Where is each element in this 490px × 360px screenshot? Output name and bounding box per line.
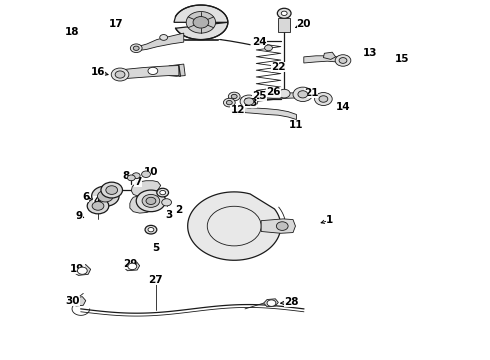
Text: 23: 23 <box>243 98 257 108</box>
Polygon shape <box>169 64 185 76</box>
Circle shape <box>228 92 240 101</box>
Circle shape <box>146 197 156 204</box>
Circle shape <box>244 98 254 105</box>
Text: 22: 22 <box>271 62 286 72</box>
Circle shape <box>267 300 276 306</box>
Text: 14: 14 <box>336 102 350 112</box>
Polygon shape <box>230 109 245 114</box>
Circle shape <box>142 171 150 177</box>
Polygon shape <box>123 261 140 271</box>
Circle shape <box>92 186 119 206</box>
Polygon shape <box>261 219 295 233</box>
Circle shape <box>277 8 291 18</box>
Polygon shape <box>241 107 296 120</box>
Text: 29: 29 <box>122 258 137 269</box>
Polygon shape <box>73 265 91 275</box>
Circle shape <box>148 67 158 75</box>
Text: 5: 5 <box>152 243 159 253</box>
Polygon shape <box>137 33 184 50</box>
Text: 17: 17 <box>109 19 124 30</box>
Text: 13: 13 <box>363 48 377 58</box>
Circle shape <box>240 95 258 108</box>
Text: 28: 28 <box>284 297 299 307</box>
Polygon shape <box>323 52 336 59</box>
Circle shape <box>339 58 347 63</box>
Text: 1: 1 <box>326 215 333 225</box>
Text: 20: 20 <box>296 19 311 30</box>
Text: 10: 10 <box>144 167 158 177</box>
Text: 3: 3 <box>166 210 172 220</box>
Text: 25: 25 <box>252 91 267 102</box>
Circle shape <box>127 175 135 181</box>
Polygon shape <box>264 299 278 307</box>
Circle shape <box>145 225 157 234</box>
Circle shape <box>186 12 216 33</box>
Circle shape <box>115 71 125 78</box>
Circle shape <box>106 186 118 194</box>
Circle shape <box>132 173 140 179</box>
Text: 16: 16 <box>91 67 105 77</box>
Text: 27: 27 <box>148 275 163 285</box>
Circle shape <box>265 45 272 51</box>
Text: 7: 7 <box>134 177 142 187</box>
Circle shape <box>226 100 232 105</box>
Polygon shape <box>241 93 306 103</box>
Circle shape <box>101 182 122 198</box>
Circle shape <box>315 93 332 105</box>
Circle shape <box>92 202 104 210</box>
Circle shape <box>128 263 137 270</box>
Polygon shape <box>73 297 86 306</box>
Text: 6: 6 <box>82 192 89 202</box>
Circle shape <box>157 188 169 197</box>
Circle shape <box>87 198 109 214</box>
Circle shape <box>162 199 172 206</box>
Text: 4: 4 <box>93 196 101 206</box>
Text: 15: 15 <box>394 54 409 64</box>
Circle shape <box>111 68 129 81</box>
Circle shape <box>223 98 235 107</box>
Circle shape <box>148 228 154 232</box>
Circle shape <box>193 17 209 28</box>
Circle shape <box>130 44 142 53</box>
Text: 19: 19 <box>70 264 85 274</box>
Polygon shape <box>304 56 343 63</box>
Circle shape <box>160 35 168 40</box>
Polygon shape <box>174 5 228 40</box>
Text: 9: 9 <box>76 211 83 221</box>
Text: 8: 8 <box>123 171 130 181</box>
Circle shape <box>276 222 288 230</box>
Polygon shape <box>188 192 281 260</box>
Text: 24: 24 <box>252 37 267 48</box>
Polygon shape <box>130 194 164 213</box>
Text: 12: 12 <box>230 105 245 115</box>
Circle shape <box>77 267 87 274</box>
Circle shape <box>133 46 139 50</box>
Polygon shape <box>278 18 290 32</box>
Text: 21: 21 <box>304 88 318 98</box>
Circle shape <box>160 190 166 195</box>
Circle shape <box>231 94 237 99</box>
Text: 11: 11 <box>289 120 304 130</box>
Circle shape <box>319 96 328 102</box>
Text: 26: 26 <box>266 87 281 97</box>
Text: 18: 18 <box>65 27 80 37</box>
Circle shape <box>335 55 351 66</box>
Circle shape <box>142 194 160 207</box>
Circle shape <box>298 91 308 98</box>
Circle shape <box>293 87 313 102</box>
Circle shape <box>98 190 113 202</box>
Text: 30: 30 <box>65 296 80 306</box>
Polygon shape <box>131 181 161 196</box>
Polygon shape <box>120 66 179 78</box>
Circle shape <box>136 190 166 212</box>
Circle shape <box>278 89 290 98</box>
Circle shape <box>281 11 287 15</box>
Text: 2: 2 <box>175 204 182 215</box>
